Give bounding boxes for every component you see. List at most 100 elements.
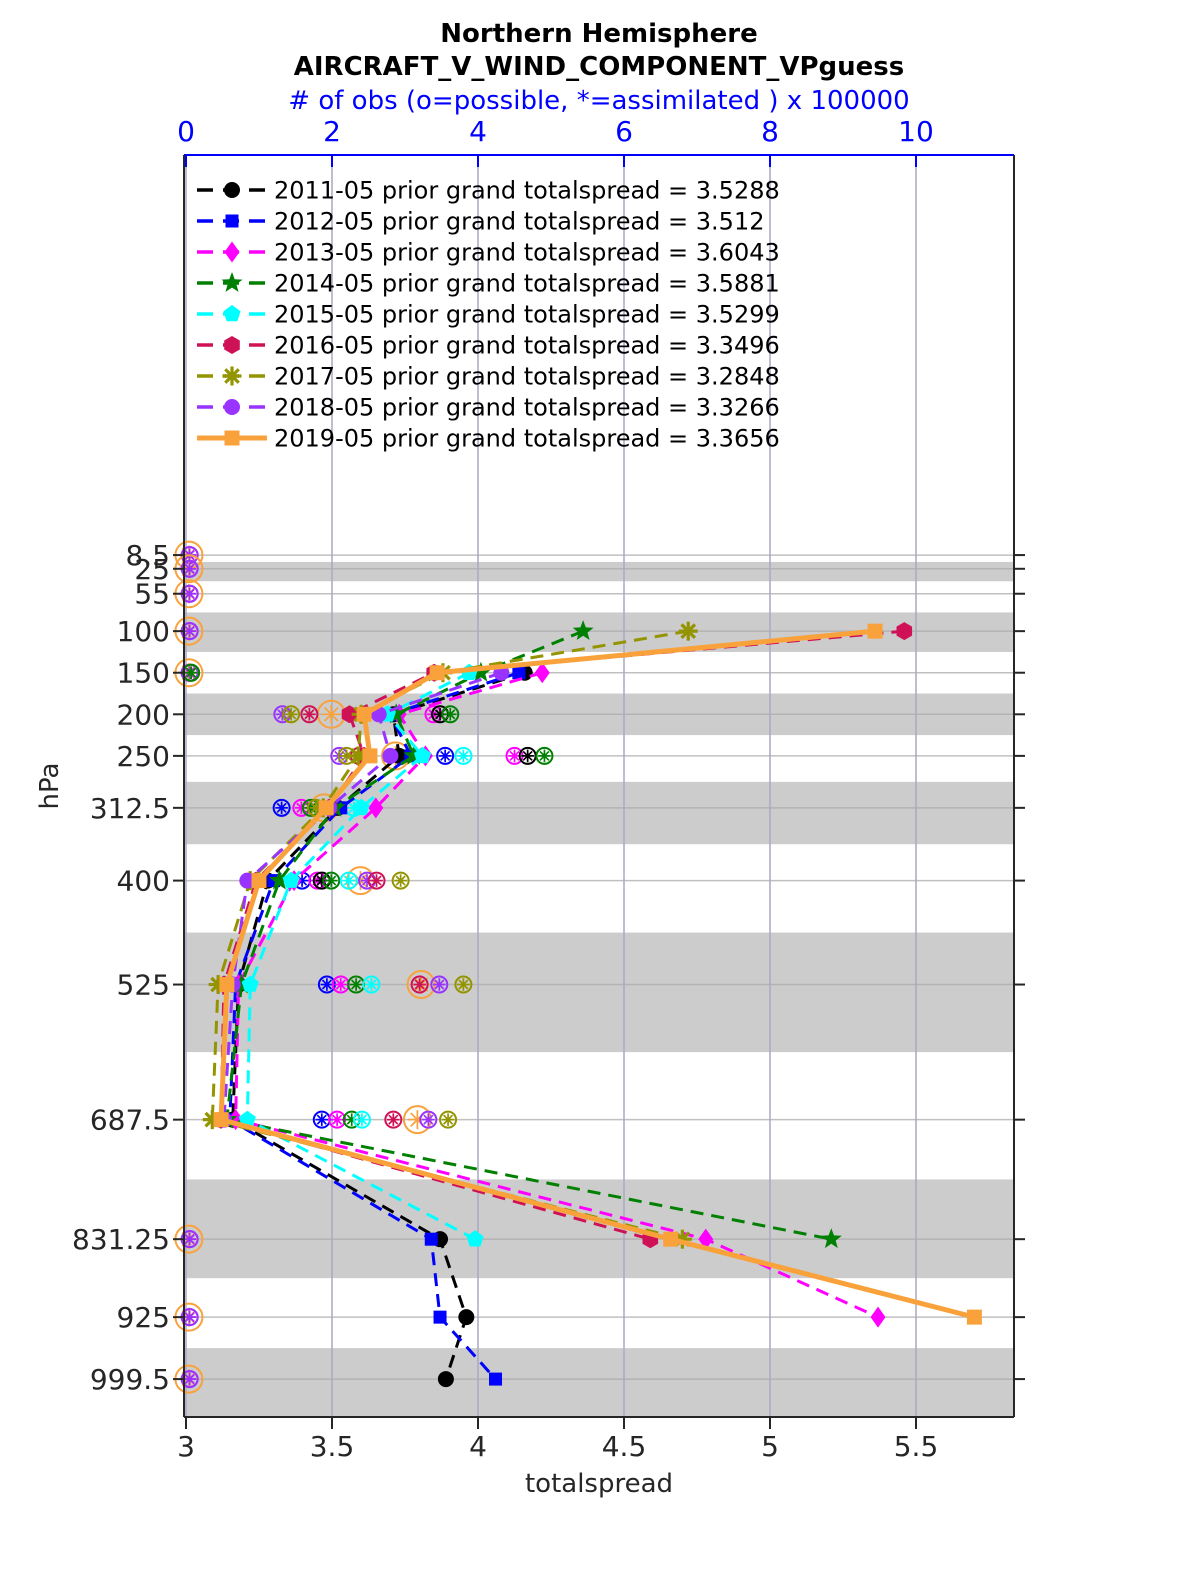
- marker-diamond: [870, 1306, 886, 1328]
- marker-star: [221, 272, 243, 292]
- marker-square: [251, 873, 267, 889]
- series-line-2015: [245, 671, 476, 1241]
- legend-row-2011: 2011-05 prior grand totalspread = 3.5288: [197, 177, 780, 205]
- obs-assimilated-asterisk: [458, 979, 469, 990]
- obs-assimilated-asterisk: [184, 1312, 195, 1323]
- obs-marker-2013: [331, 975, 350, 994]
- obs-assimilated-asterisk: [366, 979, 377, 990]
- marker-pentagon: [466, 1230, 484, 1247]
- obs-assimilated-asterisk: [443, 1114, 454, 1125]
- marker-star: [470, 661, 492, 682]
- obs-marker-2015: [339, 871, 358, 890]
- marker-square: [356, 706, 372, 722]
- obs-marker-2015: [352, 1110, 371, 1129]
- obs-assimilated-asterisk: [356, 1114, 367, 1125]
- marker-square: [433, 1310, 447, 1324]
- top-axis-tick-label: 10: [898, 115, 934, 148]
- top-axis-tick-label: 6: [615, 115, 633, 148]
- obs-assimilated-asterisk: [316, 1114, 327, 1125]
- data-series-layer: [202, 620, 982, 1388]
- marker-square: [663, 1231, 679, 1247]
- top-axis-tick-label: 8: [761, 115, 779, 148]
- legend-label: 2011-05 prior grand totalspread = 3.5288: [274, 177, 780, 205]
- obs-assimilated-asterisk: [371, 875, 382, 886]
- obs-marker-2018: [180, 559, 199, 578]
- obs-marker-2012: [312, 1110, 331, 1129]
- plot-title-line1: Northern Hemisphere: [440, 19, 757, 49]
- obs-marker-2012: [272, 798, 291, 817]
- obs-possible-circle: [454, 746, 473, 765]
- obs-possible-circle: [430, 975, 449, 994]
- left-axis-tick-label: 100: [117, 615, 170, 648]
- obs-assimilated-asterisk: [332, 1114, 343, 1125]
- obs-marker-2017: [439, 1110, 458, 1129]
- top-axis-tick-label: 0: [177, 115, 195, 148]
- obs-assimilated-asterisk: [522, 750, 533, 761]
- left-axis-tick-label: 999.5: [90, 1363, 170, 1396]
- marker-circle: [224, 399, 240, 415]
- marker-square: [424, 1232, 438, 1246]
- marker-asterisk: [222, 366, 242, 386]
- series-line-2019: [218, 628, 976, 1320]
- marker-square: [429, 665, 445, 681]
- asterisk-stroke: [224, 368, 240, 384]
- bottom-axis-tick-label: 4.5: [602, 1430, 647, 1463]
- obs-assimilated-asterisk: [509, 750, 520, 761]
- marker-star: [572, 620, 594, 640]
- obs-assimilated-asterisk: [414, 979, 425, 990]
- obs-marker-2016: [384, 1110, 403, 1129]
- obs-possible-circle: [362, 975, 381, 994]
- marker-pentagon: [282, 871, 300, 888]
- obs-assimilated-asterisk: [458, 750, 469, 761]
- legend-label: 2017-05 prior grand totalspread = 3.2848: [274, 363, 780, 391]
- legend-label: 2013-05 prior grand totalspread = 3.6043: [274, 239, 780, 267]
- left-axis-tick-label: 150: [117, 657, 170, 690]
- obs-possible-circle: [441, 705, 460, 724]
- obs-marker-2012: [436, 746, 455, 765]
- legend-row-2017: 2017-05 prior grand totalspread = 3.2848: [197, 363, 780, 391]
- marker-square: [219, 977, 235, 993]
- left-axis-tick-label: 250: [117, 740, 170, 773]
- top-axis-tick-label: 2: [323, 115, 341, 148]
- obs-marker-2016: [300, 705, 319, 724]
- obs-assimilated-asterisk: [276, 802, 287, 813]
- obs-marker-2014: [347, 975, 366, 994]
- marker-square: [489, 1372, 503, 1386]
- marker-square: [966, 1309, 982, 1325]
- obs-marker-2014: [441, 705, 460, 724]
- gridlines-layer: [184, 155, 1014, 1417]
- obs-possible-circle: [436, 746, 455, 765]
- left-axis-tick-label: 831.25: [72, 1223, 170, 1256]
- obs-possible-circle: [454, 975, 473, 994]
- plot-title-line2: AIRCRAFT_V_WIND_COMPONENT_VPguess: [294, 52, 904, 82]
- obs-assimilated-asterisk: [395, 875, 406, 886]
- obs-assimilated-asterisk: [341, 750, 352, 761]
- left-axis-tick-label: 525: [117, 969, 170, 1002]
- obs-assimilated-asterisk: [343, 875, 354, 886]
- legend-label: 2019-05 prior grand totalspread = 3.3656: [274, 425, 780, 453]
- legend-row-2013: 2013-05 prior grand totalspread = 3.6043: [197, 239, 780, 267]
- obs-assimilated-asterisk: [423, 1114, 434, 1125]
- legend-label: 2016-05 prior grand totalspread = 3.3496: [274, 332, 780, 360]
- marker-hexagon: [341, 705, 358, 724]
- y-axis-label: hPa: [35, 763, 65, 810]
- legend-row-2019: 2019-05 prior grand totalspread = 3.3656: [197, 425, 780, 453]
- marker-pentagon: [238, 1110, 256, 1127]
- top-axis-tick-label: 4: [469, 115, 487, 148]
- marker-pentagon: [414, 746, 432, 764]
- obs-marker-2018: [180, 1370, 199, 1389]
- marker-circle: [239, 872, 256, 889]
- obs-possible-circle: [410, 975, 429, 994]
- obs-assimilated-asterisk: [184, 626, 195, 637]
- obs-possible-circle: [300, 705, 319, 724]
- asterisk-stroke: [680, 623, 697, 639]
- legend-label: 2012-05 prior grand totalspread = 3.512: [274, 208, 764, 236]
- obs-assimilated-asterisk: [304, 709, 315, 720]
- obs-marker-2014: [322, 871, 341, 890]
- left-axis-tick-label: 55: [134, 578, 170, 611]
- marker-square: [213, 1112, 229, 1128]
- legend-label: 2014-05 prior grand totalspread = 3.5881: [274, 270, 780, 298]
- obs-possible-circle: [328, 1110, 347, 1129]
